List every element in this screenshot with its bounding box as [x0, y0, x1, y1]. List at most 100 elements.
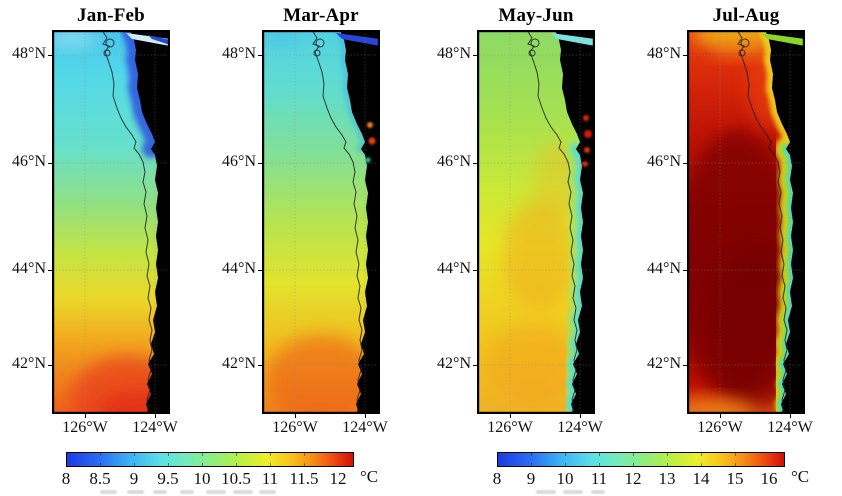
contour-loop: [315, 38, 325, 48]
lat-tick-mark: [258, 270, 262, 271]
sst-patch: [52, 30, 98, 48]
colorbar-tick-label: 10: [556, 469, 574, 488]
contour-loop: [528, 49, 536, 57]
lat-tick-mark: [473, 270, 477, 271]
coastal-spot: [584, 147, 590, 153]
colorbar-tick-mark: [236, 463, 237, 466]
map-panel-mar-apr: [262, 30, 380, 414]
lon-tick-mark: [720, 414, 721, 418]
colorbar: [497, 452, 785, 467]
shelf-contour: [101, 30, 153, 414]
sst-map-svg: [687, 30, 805, 414]
colorbar-tick-mark: [735, 453, 736, 456]
panel-title: Jul-Aug: [712, 5, 780, 26]
panel-border: [262, 30, 380, 414]
colorbar-tick-mark: [531, 453, 532, 456]
lon-tick-mark: [510, 414, 511, 418]
colorbar-unit-label: °C: [791, 467, 810, 486]
contour-loop: [313, 49, 321, 57]
lon-tick-label: 124°W: [132, 419, 178, 436]
colorbar-tick-mark: [599, 463, 600, 466]
lon-tick-mark: [365, 414, 366, 418]
colorbar-tick-label: 8: [61, 469, 71, 488]
lat-tick-mark: [48, 270, 52, 271]
shelf-contour: [736, 30, 788, 414]
lon-tick-label: 126°W: [487, 419, 533, 436]
cropped-text-artifact: [536, 490, 556, 494]
colorbar-tick-mark: [304, 453, 305, 456]
lat-tick-label: 48°N: [437, 45, 471, 62]
colorbar: [66, 452, 354, 467]
map-panel-may-jun: [477, 30, 595, 414]
strait-water-blue: [148, 35, 170, 45]
colorbar-tick-mark: [168, 453, 169, 456]
lat-tick-label: 48°N: [12, 45, 46, 62]
lat-tick-label: 46°N: [12, 153, 46, 170]
lon-tick-mark: [295, 414, 296, 418]
coastal-spot: [584, 130, 592, 138]
cropped-text-artifact: [259, 490, 276, 494]
lat-tick-label: 44°N: [647, 260, 681, 277]
colorbar-tick-mark: [667, 453, 668, 456]
contour-loop: [103, 49, 111, 57]
colorbar-tick-label: 9.5: [157, 469, 179, 488]
colorbar-tick-label: 11: [590, 469, 608, 488]
map-panel-jan-feb: [52, 30, 170, 414]
lon-tick-label: 126°W: [62, 419, 108, 436]
sst-map-svg: [262, 30, 380, 414]
sst-patch: [262, 30, 302, 44]
colorbar-tick-label: 10.5: [221, 469, 251, 488]
panel-border: [687, 30, 805, 414]
colorbar-tick-label: 8.5: [89, 469, 111, 488]
colorbar-tick-mark: [565, 453, 566, 456]
sst-patch: [486, 325, 578, 405]
lat-tick-mark: [473, 55, 477, 56]
cropped-text-artifact: [100, 490, 117, 494]
colorbar-unit-label: °C: [360, 467, 379, 486]
colorbar-tick-label: 14: [692, 469, 710, 488]
land-mask: [555, 30, 595, 414]
colorbar-tick-mark: [168, 463, 169, 466]
shelf-contour: [526, 30, 578, 414]
lat-tick-label: 44°N: [437, 260, 471, 277]
colorbar-tick-mark: [565, 463, 566, 466]
lat-tick-label: 44°N: [222, 260, 256, 277]
lat-tick-label: 46°N: [647, 153, 681, 170]
lat-tick-mark: [683, 365, 687, 366]
lat-tick-mark: [258, 55, 262, 56]
panel-title: Mar-Apr: [283, 5, 359, 26]
colorbar-tick-mark: [100, 463, 101, 466]
lat-tick-mark: [258, 163, 262, 164]
sst-map-svg: [52, 30, 170, 414]
lat-tick-mark: [48, 163, 52, 164]
strait-water: [551, 33, 595, 46]
land-mask: [765, 30, 805, 414]
panel-title: May-Jun: [498, 5, 574, 26]
coastal-spot: [582, 161, 588, 167]
lat-tick-mark: [48, 55, 52, 56]
colorbar-tick-mark: [134, 463, 135, 466]
lon-tick-mark: [155, 414, 156, 418]
colorbar-tick-label: 12: [329, 469, 347, 488]
colorbar-tick-mark: [270, 463, 271, 466]
lon-tick-label: 124°W: [557, 419, 603, 436]
cropped-text-artifact: [206, 490, 226, 494]
sst-map-svg: [477, 30, 595, 414]
lat-tick-label: 42°N: [437, 355, 471, 372]
lat-tick-mark: [683, 270, 687, 271]
colorbar-tick-mark: [701, 453, 702, 456]
land-mask: [130, 30, 170, 414]
colorbar-tick-mark: [236, 453, 237, 456]
shelf-contour: [311, 30, 363, 414]
colorbar-tick-mark: [667, 463, 668, 466]
lat-tick-label: 46°N: [222, 153, 256, 170]
lat-tick-label: 48°N: [222, 45, 256, 62]
sst-patch: [687, 398, 755, 414]
colorbar-tick-label: 10: [193, 469, 211, 488]
cropped-text-artifact: [180, 490, 194, 494]
colorbar-tick-label: 11: [261, 469, 279, 488]
lon-tick-mark: [580, 414, 581, 418]
strait-water: [761, 33, 805, 46]
colorbar-tick-mark: [202, 463, 203, 466]
sst-patch: [267, 335, 377, 414]
